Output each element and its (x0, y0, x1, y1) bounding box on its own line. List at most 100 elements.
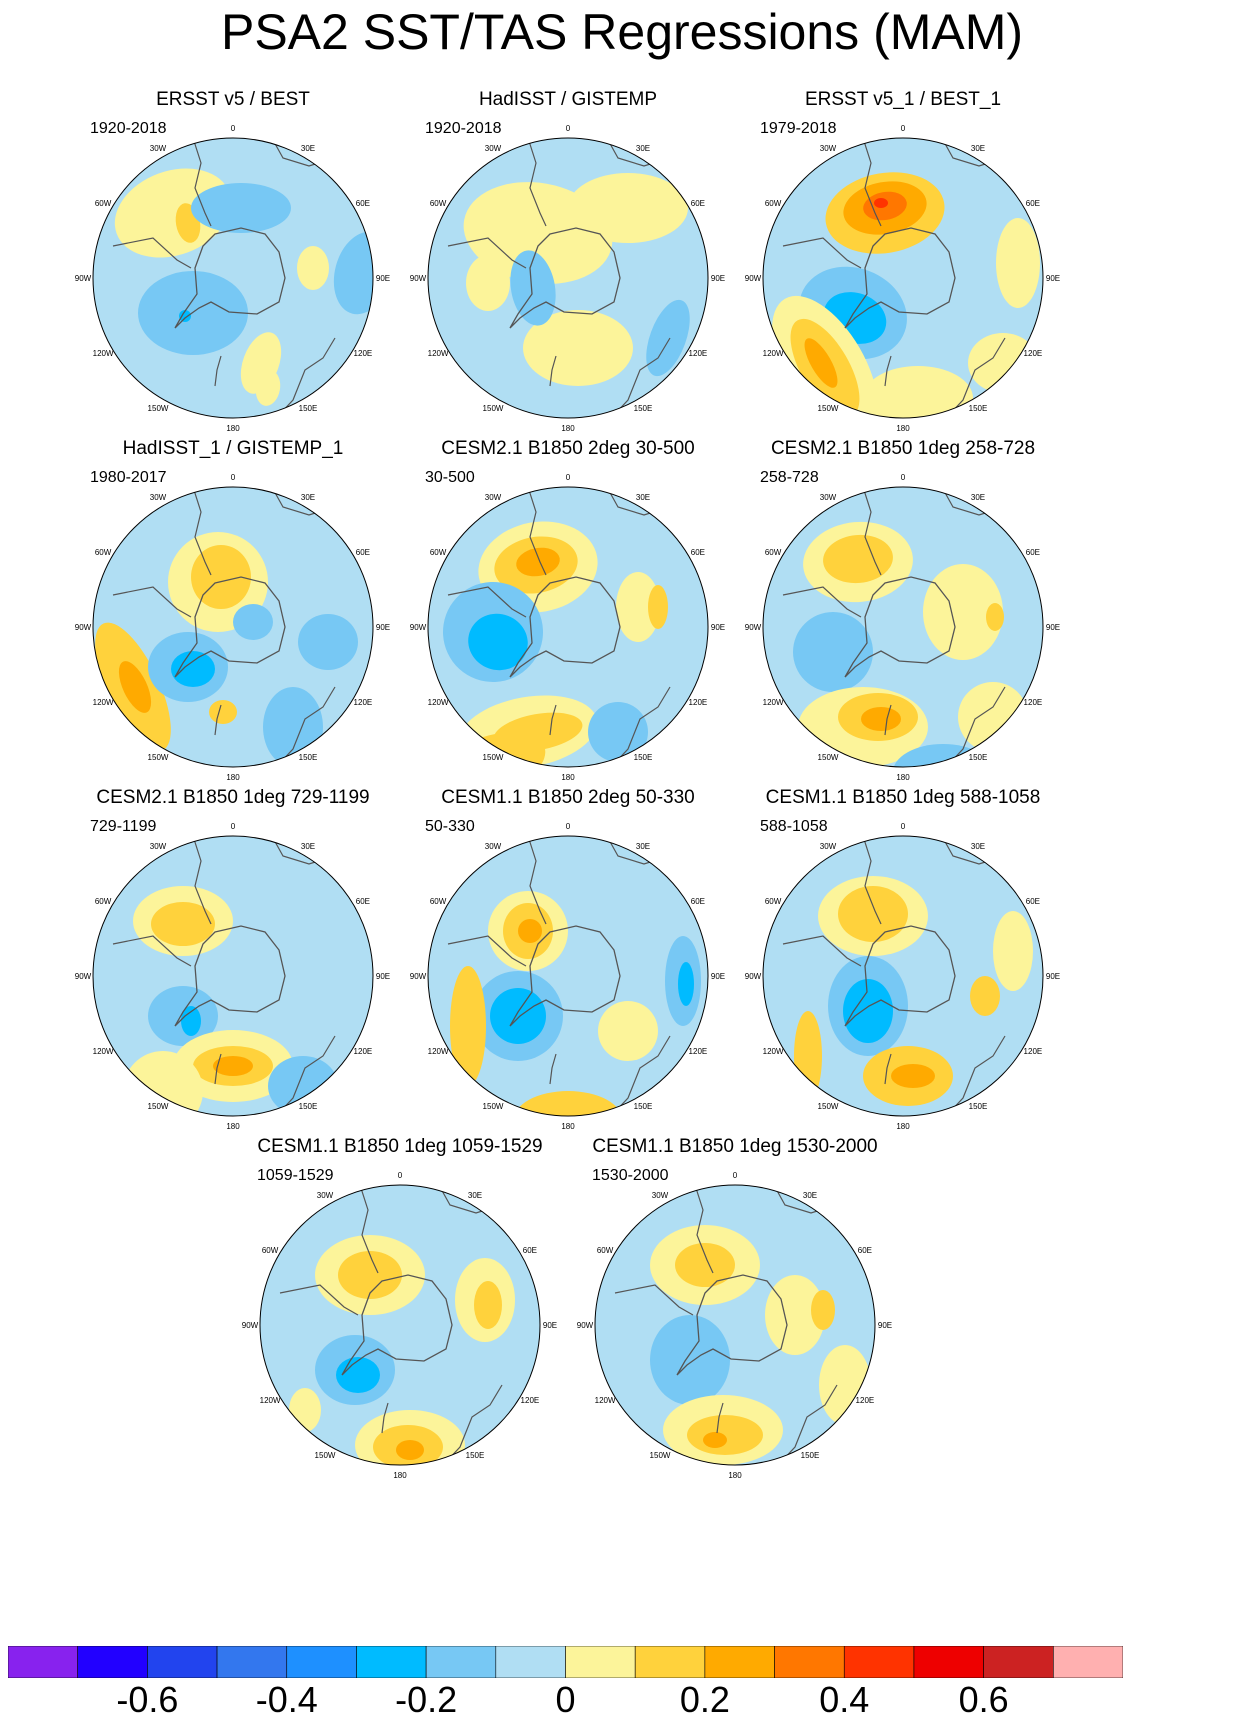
anomaly-contour (151, 902, 215, 946)
map-panel: CESM1.1 B1850 2deg 50-330 0 30E 60E 90E 120E 1… (408, 786, 728, 1156)
longitude-label: 120W (763, 349, 784, 358)
anomaly-contour (958, 682, 1028, 752)
longitude-label: 180 (896, 1122, 910, 1131)
continent-coastline (782, 237, 862, 269)
longitude-label: 150W (650, 1451, 671, 1460)
anomaly-contour (598, 1001, 658, 1061)
panel-period: 1920-2018 (90, 120, 167, 137)
polar-stereographic-map: 0 30E 60E 90E 120E 150E 180 150W 120W 90W 60W 30W (75, 473, 390, 782)
anomaly-contour (843, 979, 893, 1043)
longitude-label: 150E (634, 404, 653, 413)
longitude-label: 60E (691, 897, 705, 906)
continent-coastline (527, 138, 547, 227)
anomaly-contour (863, 366, 973, 418)
map-border (92, 486, 374, 768)
panel-period: 1530-2000 (592, 1167, 669, 1184)
anomaly-contour (687, 1415, 763, 1455)
longitude-label: 0 (733, 1171, 738, 1180)
anomaly-contour (209, 700, 237, 724)
longitude-label: 30W (652, 1191, 669, 1200)
anomaly-contour (490, 988, 546, 1044)
longitude-label: 150W (818, 1102, 839, 1111)
map-border (427, 835, 709, 1117)
continent-coastline (444, 1384, 503, 1464)
anomaly-contour (191, 545, 251, 609)
longitude-label: 90W (410, 623, 427, 632)
colorbar-box (147, 1646, 218, 1678)
longitude-label: 120E (689, 698, 708, 707)
anomaly-contour (993, 911, 1033, 991)
longitude-label: 150E (299, 753, 318, 762)
antarctica-coastline (174, 576, 286, 678)
anomaly-contour (114, 168, 232, 258)
longitude-label: 0 (398, 1171, 403, 1180)
anomaly-contour (338, 1251, 402, 1299)
panel-period: 588-1058 (760, 818, 828, 835)
longitude-label: 150W (315, 1451, 336, 1460)
longitude-label: 150W (483, 753, 504, 762)
continent-coastline (277, 337, 336, 417)
panel-title: CESM1.1 B1850 1deg 1530-2000 (592, 1136, 878, 1157)
anomaly-contour (171, 651, 215, 687)
longitude-label: 30W (485, 144, 502, 153)
colorbar-box (495, 1646, 566, 1678)
panel-title: CESM1.1 B1850 1deg 1059-1529 (257, 1136, 543, 1157)
longitude-label: 120W (93, 1047, 114, 1056)
anomaly-contour (123, 1051, 203, 1116)
longitude-label: 60E (356, 897, 370, 906)
anomaly-contour (765, 1275, 825, 1355)
panel-title: ERSST v5_1 / BEST_1 (804, 89, 1002, 110)
longitude-label: 120W (260, 1396, 281, 1405)
polar-stereographic-map: 0 30E 60E 90E 120E 150E 180 150W 120W 90W 60W 30W (242, 1171, 557, 1480)
anomaly-contour (510, 250, 556, 326)
polar-stereographic-map: 0 30E 60E 90E 120E 150E 180 150W 120W 90W 60W 30W (745, 124, 1060, 433)
anomaly-contour (298, 614, 358, 670)
longitude-label: 60W (765, 897, 782, 906)
continent-coastline (112, 586, 192, 618)
longitude-label: 90W (410, 972, 427, 981)
continent-coastline (862, 836, 882, 925)
continent-coastline (214, 704, 222, 736)
longitude-label: 120W (428, 1047, 449, 1056)
longitude-label: 90W (75, 972, 92, 981)
map-panel: CESM2.1 B1850 1deg 729-1199 0 30E 60E 90E 120… (73, 786, 393, 1156)
continent-coastline (214, 355, 222, 387)
colorbar-box (843, 1646, 915, 1678)
map-border (427, 486, 709, 768)
colorbar-box (704, 1646, 775, 1678)
longitude-label: 60W (95, 897, 112, 906)
longitude-label: 60E (691, 199, 705, 208)
longitude-label: 60E (858, 1246, 872, 1255)
longitude-label: 150E (299, 1102, 318, 1111)
longitude-label: 30E (803, 1191, 817, 1200)
continent-coastline (192, 138, 212, 227)
anomaly-contour (874, 198, 888, 208)
antarctica-coastline (174, 227, 286, 329)
polar-stereographic-map: 0 30E 60E 90E 120E 150E 180 150W 120W 90W 60W 30W (745, 473, 1060, 782)
panel-period: 1059-1529 (257, 1167, 334, 1184)
longitude-label: 30W (150, 842, 167, 851)
longitude-label: 60W (597, 1246, 614, 1255)
longitude-label: 150E (969, 753, 988, 762)
longitude-label: 30E (636, 144, 650, 153)
panel-title: CESM2.1 B1850 2deg 30-500 (441, 438, 695, 459)
map-border (762, 486, 1044, 768)
longitude-label: 180 (561, 773, 575, 782)
longitude-label: 60W (95, 548, 112, 557)
longitude-label: 120W (763, 1047, 784, 1056)
polar-stereographic-map: 0 30E 60E 90E 120E 150E 180 150W 120W 90W 60W 30W (75, 822, 390, 1131)
map-panel: CESM1.1 B1850 1deg 588-1058 0 30E 60E 90E 120… (743, 786, 1063, 1156)
longitude-label: 120W (93, 698, 114, 707)
continent-coastline (782, 935, 862, 967)
anomaly-contour (450, 966, 486, 1086)
anomaly-contour (838, 886, 908, 942)
longitude-label: 90W (75, 274, 92, 283)
longitude-label: 90E (1046, 623, 1060, 632)
longitude-label: 30E (301, 842, 315, 851)
longitude-label: 30E (971, 144, 985, 153)
panel-period: 1980-2017 (90, 469, 167, 486)
panel-title: CESM1.1 B1850 1deg 588-1058 (765, 787, 1041, 808)
colorbar-tick-label: 0.4 (819, 1679, 870, 1720)
longitude-label: 0 (901, 822, 906, 831)
panel-title: HadISST_1 / GISTEMP_1 (122, 438, 344, 459)
